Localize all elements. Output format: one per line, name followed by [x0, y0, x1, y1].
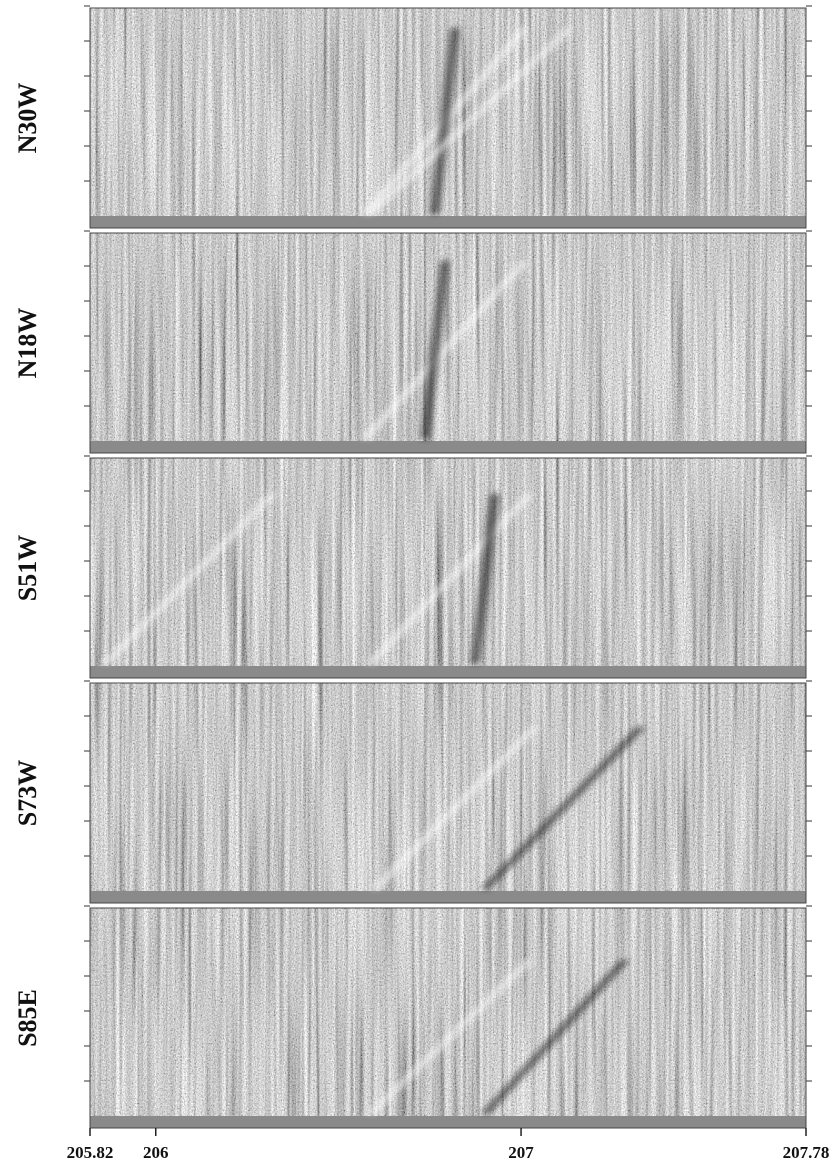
panel-baseline	[90, 666, 806, 678]
panel-label: N18W	[13, 308, 42, 379]
panel-baseline	[90, 216, 806, 228]
panel: S73W	[13, 681, 812, 903]
x-tick-label: 207	[508, 1143, 534, 1162]
x-tick-label: 205.82	[67, 1143, 114, 1162]
figure: N30W N18W S51W S73W S85E 205.82 206 207 207.78	[0, 0, 838, 1169]
panel-label: S85E	[13, 989, 42, 1047]
panel: N18W	[13, 231, 812, 453]
panel-texture	[90, 458, 806, 666]
panel-label: S51W	[13, 535, 42, 601]
panel: N30W	[13, 6, 812, 228]
panel: S51W	[13, 456, 812, 678]
panel: S85E	[13, 906, 812, 1128]
x-tick-label: 206	[143, 1143, 169, 1162]
panel-baseline	[90, 441, 806, 453]
panel-label: S73W	[13, 760, 42, 826]
panel-label: N30W	[13, 83, 42, 154]
panel-baseline	[90, 1116, 806, 1128]
panel-texture	[90, 908, 806, 1116]
panel-texture	[90, 683, 806, 891]
panel-baseline	[90, 891, 806, 903]
x-tick-label: 207.78	[783, 1143, 830, 1162]
